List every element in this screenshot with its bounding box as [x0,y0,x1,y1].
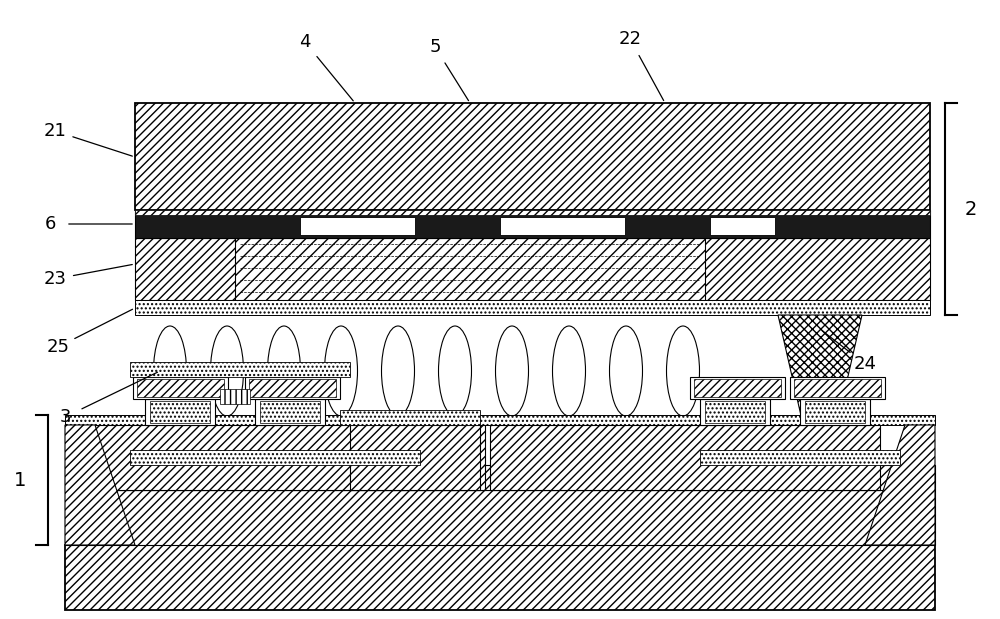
Text: 23: 23 [44,270,66,288]
Bar [135,300,930,315]
Text: 25: 25 [46,338,70,356]
Bar [260,401,320,423]
Bar [350,425,480,490]
Bar [135,210,930,238]
Bar [694,379,781,397]
Bar [500,217,625,235]
Bar [805,401,865,423]
Ellipse shape [382,326,415,416]
Bar [255,399,325,425]
Bar [130,362,350,377]
Bar [700,450,900,465]
Text: 6: 6 [44,215,56,233]
Text: 4: 4 [299,33,311,51]
Bar [150,401,210,423]
Bar [65,425,485,490]
Polygon shape [778,315,862,420]
Bar [133,377,228,399]
Bar [135,238,245,300]
Bar [300,217,415,235]
Ellipse shape [154,326,186,416]
Bar [249,379,336,397]
Bar [800,399,870,425]
Text: 5: 5 [429,38,441,56]
Bar [145,399,215,425]
Bar [130,450,420,465]
Bar [65,415,935,425]
Bar [235,238,705,300]
Bar [135,103,930,210]
Polygon shape [865,425,935,545]
Bar [794,379,881,397]
Bar [135,210,930,215]
Bar [340,410,480,425]
Ellipse shape [496,326,528,416]
Text: 22: 22 [618,30,642,48]
Bar [700,238,930,300]
Ellipse shape [666,326,700,416]
Bar [790,377,885,399]
Bar [710,217,775,235]
Text: 3: 3 [59,408,71,426]
Bar [65,545,935,610]
Text: 21: 21 [44,122,66,140]
Ellipse shape [438,326,472,416]
Text: 1: 1 [14,470,26,490]
Text: 2: 2 [965,199,977,219]
Ellipse shape [210,326,244,416]
Ellipse shape [610,326,642,416]
Bar [137,379,224,397]
Bar [245,377,340,399]
Bar [65,490,935,545]
Bar [700,399,770,425]
Ellipse shape [268,326,300,416]
Bar [705,401,765,423]
Bar [490,425,880,490]
Bar [220,389,250,404]
Bar [65,465,935,490]
Polygon shape [65,425,135,545]
Bar [690,377,785,399]
Ellipse shape [552,326,586,416]
Text: 24: 24 [854,355,876,373]
Ellipse shape [324,326,358,416]
